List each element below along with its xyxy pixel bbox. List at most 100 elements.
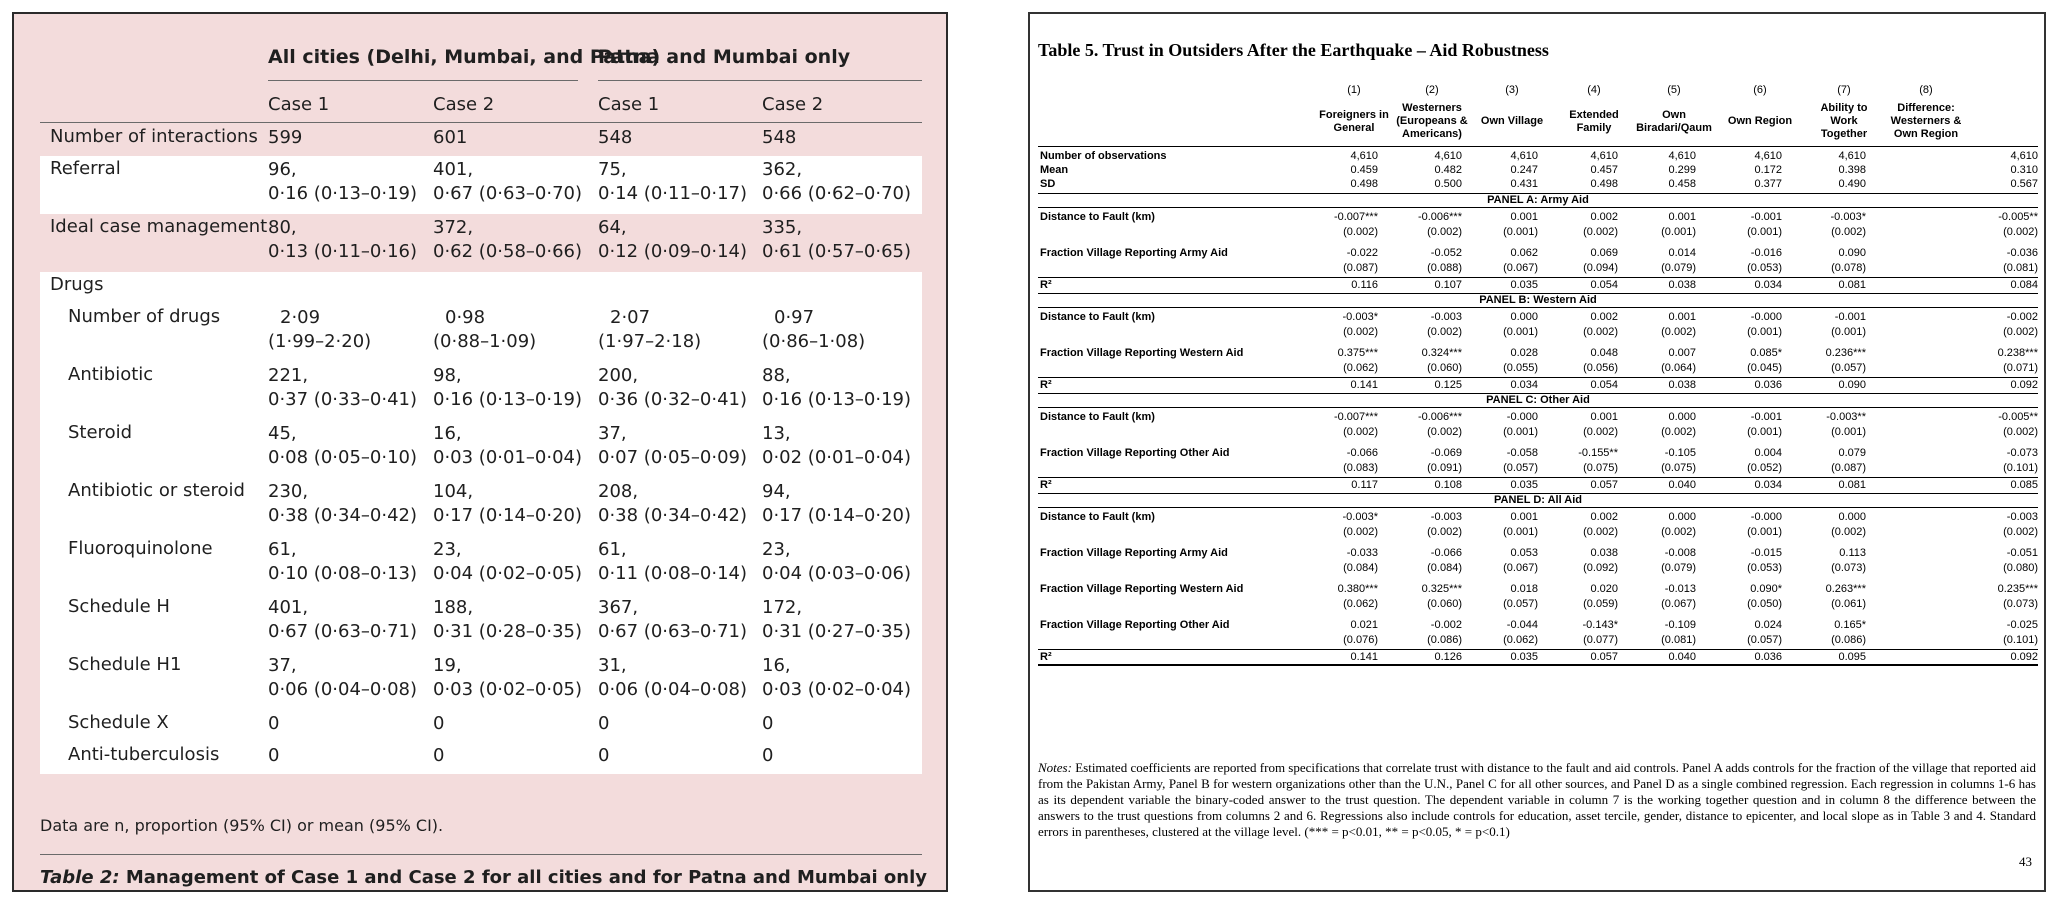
summary-value: 4,610: [1668, 150, 1696, 162]
table-cell: 0·36 (0·32–0·41): [598, 389, 748, 410]
table-cell: 0·06 (0·04–0·08): [268, 679, 418, 700]
standard-error: (0.075): [1583, 462, 1618, 474]
coefficient: 0.048: [1590, 347, 1618, 359]
coefficient: 0.090*: [1750, 583, 1782, 595]
table-cell: 548: [762, 127, 797, 148]
row-label: Antibiotic or steroid: [68, 480, 245, 501]
panel-rule: [1038, 293, 2038, 294]
table-row: Schedule H 401, 0·67 (0·63–0·71) 188, 0·31 (…: [40, 594, 922, 652]
coefficient: 0.000: [1668, 511, 1696, 523]
table-cell: 16,: [433, 423, 462, 444]
standard-error: (0.002): [1427, 526, 1462, 538]
standard-error: (0.002): [1427, 326, 1462, 338]
standard-error: (0.001): [1503, 326, 1538, 338]
column-header: Family: [1576, 121, 1612, 134]
column-number: (1): [1347, 84, 1361, 96]
coefficient: 0.001: [1590, 411, 1618, 423]
coefficient: -0.033: [1346, 547, 1378, 559]
table-cell: 599: [268, 127, 303, 148]
standard-error: (0.057): [1503, 462, 1538, 474]
table-cell: 0·67 (0·63–0·71): [268, 621, 418, 642]
standard-error: (0.001): [1747, 326, 1782, 338]
table-cell: 23,: [762, 539, 791, 560]
column-number: (3): [1505, 84, 1519, 96]
coefficient: 0.236***: [1825, 347, 1866, 359]
row-label: Number of observations: [1040, 150, 1167, 162]
standard-error: (0.062): [1343, 598, 1378, 610]
table-cell: 0·10 (0·08–0·13): [268, 563, 418, 584]
standard-error: (0.045): [1747, 362, 1782, 374]
row-label: SD: [1040, 178, 1056, 190]
coefficient: -0.001: [1834, 311, 1866, 323]
standard-error: (0.002): [1583, 526, 1618, 538]
coefficient: 0.000: [1838, 511, 1866, 523]
coefficient: -0.025: [2006, 619, 2038, 631]
panel-rule: [1038, 207, 2038, 208]
column-header: Case 1: [598, 94, 660, 115]
row-label: Fraction Village Reporting Other Aid: [1040, 619, 1230, 631]
table-row: Number of drugs 2·09 (1·99–2·20) 0·98 (0·88–…: [40, 304, 922, 362]
standard-error: (0.002): [1583, 426, 1618, 438]
table-cell: 16,: [762, 655, 791, 676]
coefficient: 0.380***: [1337, 583, 1378, 595]
standard-error: (0.060): [1427, 362, 1462, 374]
summary-value: 0.310: [2010, 164, 2038, 176]
table-cell: 31,: [598, 655, 627, 676]
standard-error: (0.002): [1583, 226, 1618, 238]
table-cell: 0: [762, 713, 774, 734]
standard-error: (0.088): [1427, 262, 1462, 274]
coefficient: 0.090: [1838, 247, 1866, 259]
coefficient: 0.021: [1350, 619, 1378, 631]
table-2-panel: All cities (Delhi, Mumbai, and Patna) Pa…: [12, 12, 948, 892]
caption-text: Management of Case 1 and Case 2 for all …: [119, 867, 928, 888]
r-squared: 0.141: [1350, 651, 1378, 663]
row-label: Antibiotic: [68, 364, 154, 385]
table-cell: 335,: [762, 217, 803, 238]
standard-error: (0.002): [2003, 326, 2038, 338]
r-squared: 0.035: [1510, 479, 1538, 491]
standard-error: (0.067): [1661, 598, 1696, 610]
standard-error: (0.001): [1831, 426, 1866, 438]
standard-error: (0.094): [1583, 262, 1618, 274]
panel-title: PANEL A: Army Aid: [1487, 194, 1589, 206]
table-cell: 0·37 (0·33–0·41): [268, 389, 418, 410]
standard-error: (0.061): [1831, 598, 1866, 610]
summary-value: 4,610: [1510, 150, 1538, 162]
table-cell: 0·61 (0·57–0·65): [762, 241, 912, 262]
table-row: Antibiotic or steroid 230, 0·38 (0·34–0·42…: [40, 478, 922, 536]
row-label: Mean: [1040, 164, 1069, 176]
coefficient: 0.238***: [1997, 347, 2038, 359]
r-squared: 0.081: [1838, 279, 1866, 291]
column-header: Westerners &: [1890, 115, 1962, 127]
standard-error: (0.002): [1427, 226, 1462, 238]
column-header: Americans): [1402, 128, 1462, 140]
table-cell: 0·31 (0·28–0·35): [433, 621, 583, 642]
summary-value: 0.377: [1754, 178, 1782, 190]
standard-error: (0.073): [2003, 598, 2038, 610]
r-squared: 0.117: [1351, 479, 1378, 491]
coefficient: -0.002: [2006, 311, 2038, 323]
r-squared: 0.036: [1754, 651, 1782, 663]
summary-value: 0.482: [1434, 164, 1462, 176]
standard-error: (0.101): [2003, 634, 2038, 646]
row-label: Number of interactions: [50, 126, 258, 147]
row-label: Fluoroquinolone: [68, 538, 213, 559]
r2-rule: [1038, 277, 2038, 278]
table-row: Schedule H1 37, 0·06 (0·04–0·08) 19, 0·03 (0…: [40, 652, 922, 710]
r2-rule: [1038, 649, 2038, 650]
coefficient: -0.069: [1430, 447, 1462, 459]
r-squared: 0.141: [1350, 379, 1378, 391]
table-cell: 13,: [762, 423, 791, 444]
coefficient: 0.000: [1510, 311, 1538, 323]
standard-error: (0.001): [1747, 226, 1782, 238]
r-squared: 0.125: [1434, 379, 1462, 391]
table-row: Referral 96, 0·16 (0·13–0·19) 401, 0·67 (0·6…: [40, 156, 922, 214]
table-cell: 0·12 (0·09–0·14): [598, 241, 748, 262]
coefficient: -0.001: [1750, 211, 1782, 223]
standard-error: (0.076): [1343, 634, 1378, 646]
column-header: Difference:: [1897, 102, 1955, 114]
standard-error: (0.087): [1343, 262, 1378, 274]
column-header: Extended: [1569, 108, 1619, 121]
table-cell: 61,: [598, 539, 627, 560]
column-header: Westerners: [1402, 102, 1462, 114]
